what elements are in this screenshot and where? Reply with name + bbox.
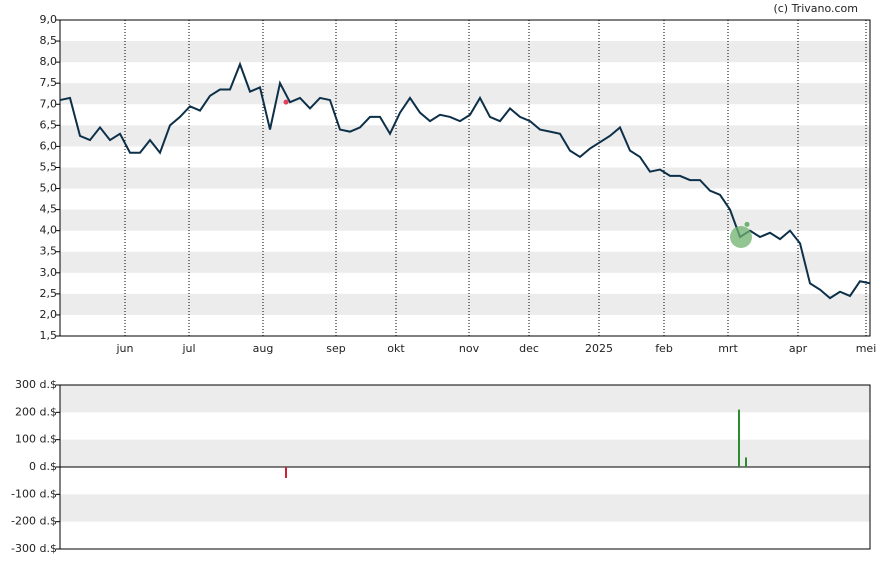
highlight — [730, 225, 752, 248]
y-tick-label: 7,5 — [40, 76, 58, 89]
bar — [285, 467, 287, 478]
y-tick-label: 2,0 — [40, 308, 58, 321]
y-tick-label: -200 d.$ — [11, 515, 57, 528]
marker — [283, 99, 289, 105]
y-tick-label: 9,0 — [40, 13, 58, 26]
grid-band — [60, 209, 870, 231]
y-tick-label: 4,0 — [40, 224, 58, 237]
x-tick-label: mei — [856, 342, 877, 355]
y-tick-label: 8,5 — [40, 34, 58, 47]
y-tick-label: 4,5 — [40, 203, 58, 216]
x-tick-label: mrt — [718, 342, 738, 355]
grid-band — [60, 439, 870, 467]
grid-band — [60, 251, 870, 273]
grid-band — [60, 293, 870, 315]
grid-band — [60, 167, 870, 189]
y-tick-label: -300 d.$ — [11, 542, 57, 555]
x-tick-label: feb — [655, 342, 673, 355]
bar — [745, 457, 747, 467]
x-tick-label: jul — [181, 342, 195, 355]
y-tick-label: 1,5 — [40, 329, 58, 342]
x-tick-label: nov — [459, 342, 480, 355]
grid-band — [60, 385, 870, 413]
price-line — [59, 61, 871, 300]
grid-band — [60, 125, 870, 147]
x-tick-label: sep — [326, 342, 345, 355]
y-tick-label: 0 d.$ — [29, 460, 57, 473]
x-tick-label: dec — [519, 342, 539, 355]
grid-band — [60, 83, 870, 105]
y-tick-label: 3,0 — [40, 266, 58, 279]
y-tick-label: 6,0 — [40, 139, 58, 152]
y-tick-label: 8,0 — [40, 55, 58, 68]
x-tick-label: apr — [789, 342, 808, 355]
y-tick-label: 7,0 — [40, 97, 58, 110]
bar — [738, 409, 740, 467]
plot-frame — [59, 384, 871, 550]
y-tick-label: 300 d.$ — [15, 378, 57, 391]
grid-band — [60, 494, 870, 522]
y-tick-label: -100 d.$ — [11, 487, 57, 500]
y-tick-label: 200 d.$ — [15, 405, 57, 418]
x-tick-label: aug — [253, 342, 274, 355]
marker — [744, 221, 750, 227]
y-tick-label: 5,0 — [40, 182, 58, 195]
y-tick-label: 6,5 — [40, 118, 58, 131]
source: (c) Trivano.com — [773, 2, 858, 15]
plot-frame — [59, 19, 871, 337]
y-tick-label: 5,5 — [40, 160, 58, 173]
grid-band — [60, 41, 870, 63]
y-tick-label: 3,5 — [40, 245, 58, 258]
y-tick-label: 100 d.$ — [15, 433, 57, 446]
y-tick-label: 2,5 — [40, 287, 58, 300]
x-tick-label: okt — [387, 342, 405, 355]
x-tick-label: jun — [116, 342, 134, 355]
x-tick-label: 2025 — [585, 342, 613, 355]
